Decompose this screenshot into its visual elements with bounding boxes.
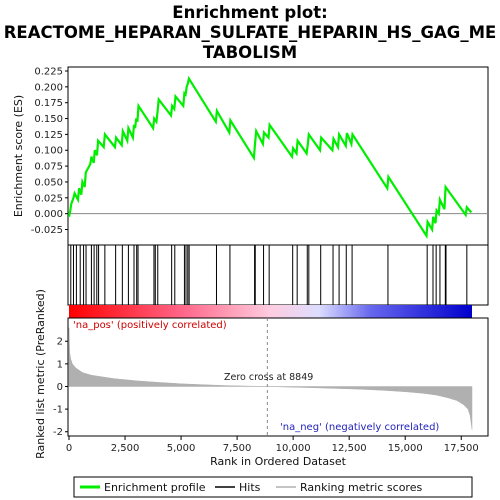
- x-tick-label: 17,500: [444, 443, 479, 454]
- x-axis-label: Rank in Ordered Dataset: [210, 455, 347, 468]
- hits-panel: [67, 244, 489, 318]
- metric-y-tick-label: 0: [57, 382, 63, 393]
- metric-y-axis-label: Ranked list metric (PreRanked): [34, 289, 47, 459]
- positive-correlation-label: 'na_pos' (positively correlated): [73, 320, 227, 331]
- metric-panel: 2 1 0 -1 -2 0 2,500 5,000 7,500 10,000 12,500 15,0…: [34, 289, 489, 468]
- es-y-tick-label: 0.050: [34, 177, 63, 188]
- metric-y-tick-label: -1: [53, 405, 63, 416]
- chart-title-line-1: Enrichment plot:: [172, 3, 327, 22]
- ranking-metric-area: [68, 327, 473, 430]
- metric-x-axis: 0 2,500 5,000 7,500 10,000 12,500 15,000 17,500: [66, 436, 479, 454]
- es-y-tick-label: -0.025: [31, 225, 63, 236]
- x-tick-label: 7,500: [223, 443, 252, 454]
- legend-metric-label: Ranking metric scores: [300, 481, 422, 494]
- es-y-tick-label: 0.200: [34, 82, 63, 93]
- es-panel-frame: [67, 66, 489, 246]
- x-tick-label: 2,500: [111, 443, 140, 454]
- metric-y-tick-label: 1: [57, 359, 63, 370]
- metric-y-tick-label: 2: [57, 337, 63, 348]
- hits-panel-frame: [67, 244, 489, 306]
- legend-hits-label: Hits: [239, 481, 261, 494]
- es-y-axis-label: Enrichment score (ES): [12, 95, 25, 217]
- enrichment-profile-line: [67, 75, 473, 240]
- metric-y-tick-label: -2: [53, 427, 63, 438]
- metric-panel-frame: [67, 317, 489, 437]
- rank-color-bar: [69, 305, 472, 318]
- metric-y-axis: 2 1 0 -1 -2: [53, 337, 68, 438]
- es-y-tick-label: 0.000: [34, 209, 63, 220]
- es-y-tick-label: 0.075: [34, 162, 63, 173]
- legend: Enrichment profile Hits Ranking metric s…: [73, 476, 473, 498]
- zero-cross-label: Zero cross at 8849: [224, 372, 313, 383]
- legend-box: [73, 476, 473, 498]
- ranking-metric-fill: [68, 327, 473, 430]
- chart-title-line-3: TABOLISM: [203, 43, 297, 62]
- x-tick-label: 5,000: [167, 443, 196, 454]
- es-y-tick-label: 0.175: [34, 98, 63, 109]
- es-y-tick-label: 0.125: [34, 130, 63, 141]
- negative-correlation-label: 'na_neg' (negatively correlated): [280, 422, 439, 433]
- x-tick-label: 15,000: [388, 443, 423, 454]
- es-y-tick-label: 0.225: [34, 67, 63, 78]
- es-panel: 0.225 0.200 0.175 0.150 0.125 0.100 0.075 0.050…: [12, 66, 489, 246]
- legend-enrichment-label: Enrichment profile: [104, 481, 206, 494]
- hit-markers: [70, 245, 468, 305]
- x-tick-label: 12,500: [332, 443, 367, 454]
- es-y-axis: 0.225 0.200 0.175 0.150 0.125 0.100 0.075 0.050…: [31, 67, 68, 236]
- chart-title-line-2: REACTOME_HEPARAN_SULFATE_HEPARIN_HS_GAG_…: [4, 23, 497, 42]
- x-tick-label: 10,000: [276, 443, 311, 454]
- enrichment-profile-path: [67, 75, 473, 240]
- x-tick-label: 0: [66, 443, 72, 454]
- es-y-tick-label: 0.100: [34, 146, 63, 157]
- es-y-tick-label: 0.025: [34, 193, 63, 204]
- es-y-tick-label: 0.150: [34, 114, 63, 125]
